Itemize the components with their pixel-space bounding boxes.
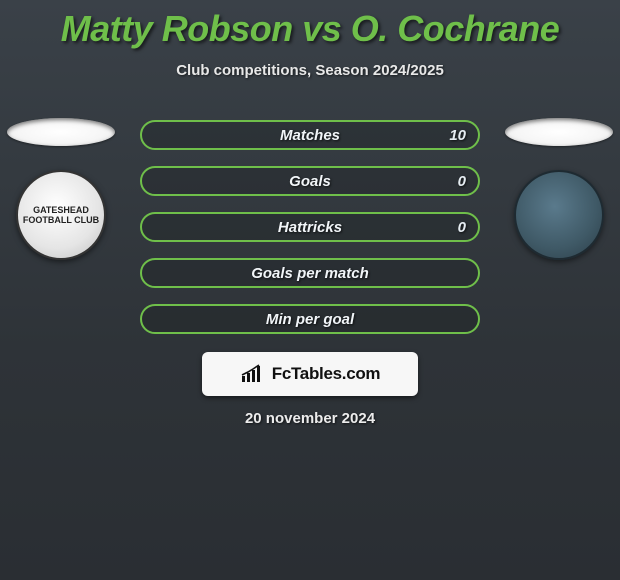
stat-row: Matches 10	[140, 120, 480, 150]
stat-value-right: 0	[458, 168, 466, 194]
stat-row: Hattricks 0	[140, 212, 480, 242]
stat-label: Matches	[280, 127, 340, 144]
player-left-block: GATESHEAD FOOTBALL CLUB	[6, 118, 116, 260]
footer-date: 20 november 2024	[0, 410, 620, 427]
stat-label: Goals per match	[251, 265, 369, 282]
stat-row: Goals per match	[140, 258, 480, 288]
club-crest-right	[514, 170, 604, 260]
club-crest-left: GATESHEAD FOOTBALL CLUB	[16, 170, 106, 260]
stats-container: Matches 10 Goals 0 Hattricks 0 Goals per…	[140, 120, 480, 350]
stat-value-right: 0	[458, 214, 466, 240]
player-left-name-pill	[7, 118, 115, 146]
club-crest-left-label: GATESHEAD FOOTBALL CLUB	[18, 205, 104, 225]
stat-label: Goals	[289, 173, 331, 190]
stat-label: Min per goal	[266, 311, 354, 328]
brand-text: FcTables.com	[272, 364, 381, 384]
page-title: Matty Robson vs O. Cochrane	[0, 0, 620, 50]
stat-row: Min per goal	[140, 304, 480, 334]
stat-value-right: 10	[449, 122, 466, 148]
bar-chart-icon	[240, 364, 266, 384]
brand-badge: FcTables.com	[202, 352, 418, 396]
stat-row: Goals 0	[140, 166, 480, 196]
player-right-name-pill	[505, 118, 613, 146]
player-right-block	[504, 118, 614, 260]
page-subtitle: Club competitions, Season 2024/2025	[0, 62, 620, 79]
stat-label: Hattricks	[278, 219, 342, 236]
